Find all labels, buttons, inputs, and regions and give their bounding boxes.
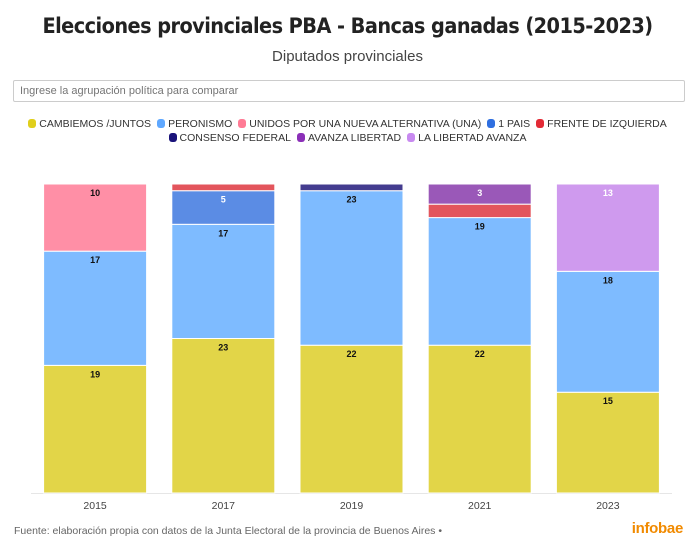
legend-swatch xyxy=(487,119,496,128)
bar-segment[interactable] xyxy=(43,250,148,366)
data-label: 22 xyxy=(475,349,485,359)
data-label: 19 xyxy=(475,222,485,232)
data-label: 23 xyxy=(218,343,228,353)
legend-item[interactable]: LA LIBERTAD AVANZA xyxy=(407,131,526,145)
bar-segment[interactable] xyxy=(171,338,276,494)
legend-item[interactable]: CAMBIEMOS /JUNTOS xyxy=(28,117,151,131)
legend-label: AVANZA LIBERTAD xyxy=(307,132,402,144)
legend-swatch xyxy=(536,119,545,128)
legend-swatch xyxy=(168,133,177,142)
legend-label: FRENTE DE IZQUIERDA xyxy=(547,118,667,130)
legend-item[interactable]: AVANZA LIBERTAD xyxy=(296,131,402,145)
bar-segment[interactable] xyxy=(427,183,532,205)
legend-item[interactable]: CONSENSO FEDERAL xyxy=(168,131,291,145)
data-label: 19 xyxy=(90,369,100,379)
bar-segment[interactable] xyxy=(171,183,276,192)
legend-swatch xyxy=(157,119,166,128)
bar-segment[interactable] xyxy=(427,217,532,346)
bar-segment[interactable] xyxy=(299,190,404,346)
legend-item[interactable]: UNIDOS POR UNA NUEVA ALTERNATIVA (UNA) xyxy=(238,117,481,131)
bar-segment[interactable] xyxy=(555,270,660,393)
bar-segment[interactable] xyxy=(171,223,276,340)
infobae-logo: infobae xyxy=(631,520,684,537)
x-tick-label: 2017 xyxy=(212,500,236,512)
data-label: 10 xyxy=(90,188,100,198)
data-label: 17 xyxy=(90,255,100,265)
bar-segment[interactable] xyxy=(427,203,532,219)
bar-segment[interactable] xyxy=(555,391,660,494)
legend-swatch xyxy=(28,119,37,128)
legend-label: CAMBIEMOS /JUNTOS xyxy=(39,118,152,130)
data-label: 15 xyxy=(603,396,613,406)
x-tick-label: 2019 xyxy=(340,500,364,512)
bar-segment[interactable] xyxy=(43,183,148,252)
bar-segment[interactable] xyxy=(555,183,660,272)
data-label: 5 xyxy=(221,195,226,205)
x-tick-label: 2021 xyxy=(468,500,492,512)
data-label: 23 xyxy=(346,195,356,205)
legend-swatch xyxy=(238,119,247,128)
x-tick-label: 2015 xyxy=(83,500,107,512)
bar-segment[interactable] xyxy=(427,344,532,494)
source-note: Fuente: elaboración propia con datos de … xyxy=(14,525,443,537)
legend-label: CONSENSO FEDERAL xyxy=(179,132,291,144)
chart-subtitle: Diputados provinciales xyxy=(272,48,423,65)
x-tick-label: 2023 xyxy=(596,500,620,512)
chart-title: Elecciones provinciales PBA - Bancas gan… xyxy=(42,14,653,38)
data-label: 3 xyxy=(477,188,482,198)
legend-swatch xyxy=(407,133,416,142)
data-label: 13 xyxy=(603,188,613,198)
bar-segment[interactable] xyxy=(299,183,404,192)
legend-item[interactable]: FRENTE DE IZQUIERDA xyxy=(536,117,667,131)
data-label: 18 xyxy=(603,275,613,285)
data-label: 22 xyxy=(346,349,356,359)
bar-segment[interactable] xyxy=(171,190,276,225)
legend-label: 1 PAIS xyxy=(498,118,531,130)
bar-segment[interactable] xyxy=(43,364,148,494)
bar-segment[interactable] xyxy=(299,344,404,494)
legend-item[interactable]: PERONISMO xyxy=(157,117,232,131)
legend-item[interactable]: 1 PAIS xyxy=(487,117,530,131)
legend-swatch xyxy=(296,133,305,142)
stacked-bar-chart: 19 17 10 2015 23 17 5 2017 22 23 2019 22 19 3 2021 15 18… xyxy=(31,183,672,512)
legend-label: LA LIBERTAD AVANZA xyxy=(418,132,527,144)
legend-label: UNIDOS POR UNA NUEVA ALTERNATIVA (UNA) xyxy=(249,118,482,130)
chart-legend: CAMBIEMOS /JUNTOS PERONISMO UNIDOS POR UNA… xyxy=(10,117,685,145)
legend-label: PERONISMO xyxy=(168,118,233,130)
party-search-input[interactable] xyxy=(13,80,685,102)
data-label: 17 xyxy=(218,228,228,238)
